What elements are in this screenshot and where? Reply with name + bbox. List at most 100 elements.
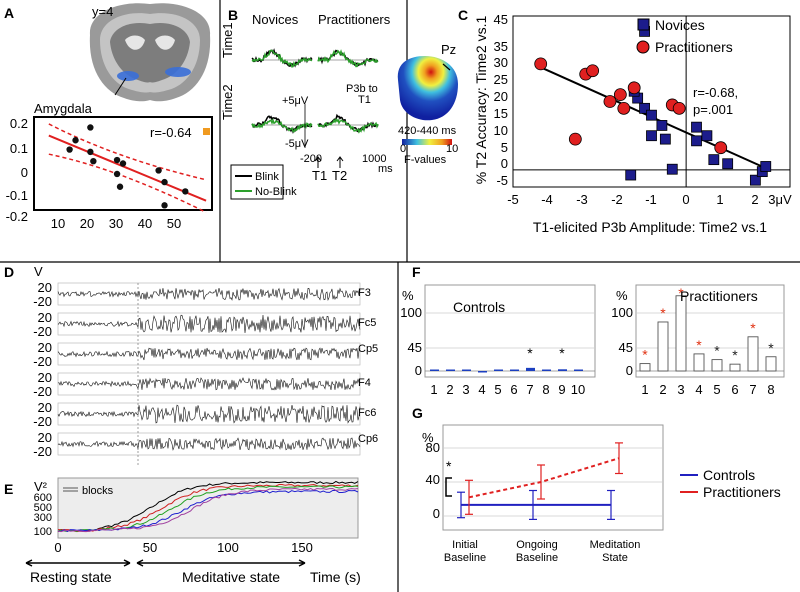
svg-text:50: 50	[143, 540, 157, 555]
f-practitioner-star: *	[732, 347, 738, 363]
a-data-point	[113, 170, 121, 178]
d-trace-frame	[57, 342, 361, 366]
f-control-tick: 6	[510, 382, 517, 397]
legend-blink: Blink	[255, 171, 279, 183]
c-practitioner-point	[586, 64, 600, 78]
c-practitioner-point	[603, 95, 617, 108]
svg-text:30: 30	[494, 55, 508, 70]
f-practitioner-bar	[729, 363, 741, 372]
f-practitioner-bar	[639, 363, 651, 372]
panel-c-xticks: -5 -4 -3 -2 -1 0 1 2 3μV	[507, 192, 792, 207]
svg-text:40: 40	[138, 216, 152, 231]
panel-a-xticks: 10 20 30 40 50	[51, 216, 181, 231]
a-data-point	[155, 167, 162, 174]
f-practitioner-bar	[711, 359, 723, 372]
f-practitioner-star: *	[714, 343, 720, 359]
svg-text:500: 500	[34, 502, 52, 514]
g-yticks: 80 40 0	[426, 440, 440, 521]
svg-text:100: 100	[400, 305, 422, 320]
svg-text:10: 10	[51, 216, 65, 231]
svg-text:0.1: 0.1	[10, 141, 28, 156]
c-novice-point	[722, 158, 734, 170]
a-data-point	[119, 160, 127, 167]
b-erp-trace	[251, 49, 313, 68]
f-pct-left: %	[402, 288, 414, 303]
cb-max: 10	[446, 143, 458, 155]
scalp-topography	[397, 56, 458, 121]
d-tick-top: 20	[38, 310, 52, 325]
svg-text:150: 150	[291, 540, 313, 555]
f-control-bar	[462, 369, 471, 371]
amygdala-title: Amygdala	[34, 101, 93, 116]
d-eeg-trace	[57, 437, 361, 451]
b-col-novices: Novices	[252, 12, 299, 27]
eeg-traces: 20-20F320-20Fc520-20Cp520-20F420-20Fc620…	[33, 280, 378, 465]
svg-text:40: 40	[426, 472, 440, 487]
svg-text:45: 45	[494, 12, 508, 27]
f-practitioner-bar	[693, 353, 705, 372]
svg-text:300: 300	[34, 512, 52, 524]
f-control-tick: 5	[494, 382, 501, 397]
panel-c-plot	[513, 16, 790, 187]
pz-label: Pz	[441, 42, 456, 57]
d-eeg-trace	[57, 314, 361, 334]
svg-text:3μV: 3μV	[768, 192, 792, 207]
c-novice-point	[646, 109, 657, 121]
f-control-tick: 9	[558, 382, 565, 397]
f-practitioner-tick: 7	[749, 382, 756, 397]
c-stat-r: r=-0.68,	[693, 85, 738, 100]
svg-text:-0.2: -0.2	[6, 209, 28, 224]
legend-novices-marker	[637, 18, 650, 31]
svg-text:100: 100	[34, 526, 52, 538]
svg-text:0: 0	[626, 363, 633, 378]
f-practitioner-tick: 5	[713, 382, 720, 397]
b-t2: T2	[332, 168, 347, 183]
svg-text:100: 100	[611, 305, 633, 320]
f-control-star: *	[559, 345, 565, 361]
svg-text:100: 100	[217, 540, 239, 555]
f-control-tick: 1	[430, 382, 437, 397]
svg-text:20: 20	[494, 89, 508, 104]
f-practitioner-tick: 2	[659, 382, 666, 397]
g-cat1a: Initial	[452, 539, 478, 551]
panel-label-f: F	[412, 264, 421, 280]
g-practitioners-line	[468, 457, 620, 499]
c-novice-point	[625, 169, 637, 181]
c-novice-point	[656, 120, 668, 131]
svg-text:15: 15	[494, 106, 508, 121]
g-star: *	[446, 458, 452, 474]
f-practitioner-star: *	[696, 337, 702, 353]
b-erp-trace	[251, 117, 313, 133]
svg-text:-4: -4	[541, 192, 553, 207]
erp-waveforms	[251, 48, 379, 148]
panel-label-c: C	[458, 7, 468, 23]
svg-text:25: 25	[494, 72, 508, 87]
a-data-point	[161, 202, 168, 209]
d-tick-top: 20	[38, 340, 52, 355]
f-control-tick: 2	[446, 382, 453, 397]
svg-text:45: 45	[619, 340, 633, 355]
svg-text:0: 0	[54, 540, 61, 555]
c-novice-point	[639, 102, 650, 114]
resting-label: Resting state	[30, 569, 112, 585]
f-practitioner-bar	[747, 336, 759, 372]
f-control-bar	[446, 369, 455, 371]
f-practitioner-tick: 4	[695, 382, 702, 397]
panel-e-yticks: 600 500 300 100	[34, 492, 52, 538]
c-novice-point	[708, 154, 720, 166]
a-data-point	[90, 157, 97, 165]
meditative-label: Meditative state	[182, 569, 280, 585]
c-practitioner-point	[627, 81, 641, 95]
f-control-tick: 4	[478, 382, 485, 397]
b-minus5: -5μV	[285, 138, 309, 150]
g-pct: %	[422, 430, 434, 445]
svg-text:80: 80	[426, 440, 440, 455]
d-eeg-trace	[57, 377, 361, 391]
e-block-curve	[58, 483, 359, 533]
c-novice-point	[691, 135, 702, 147]
a-data-point	[161, 178, 168, 186]
svg-text:0: 0	[415, 363, 422, 378]
a-data-point	[87, 148, 94, 156]
b-t1000: 1000	[362, 153, 386, 165]
c-novice-point	[646, 130, 657, 142]
